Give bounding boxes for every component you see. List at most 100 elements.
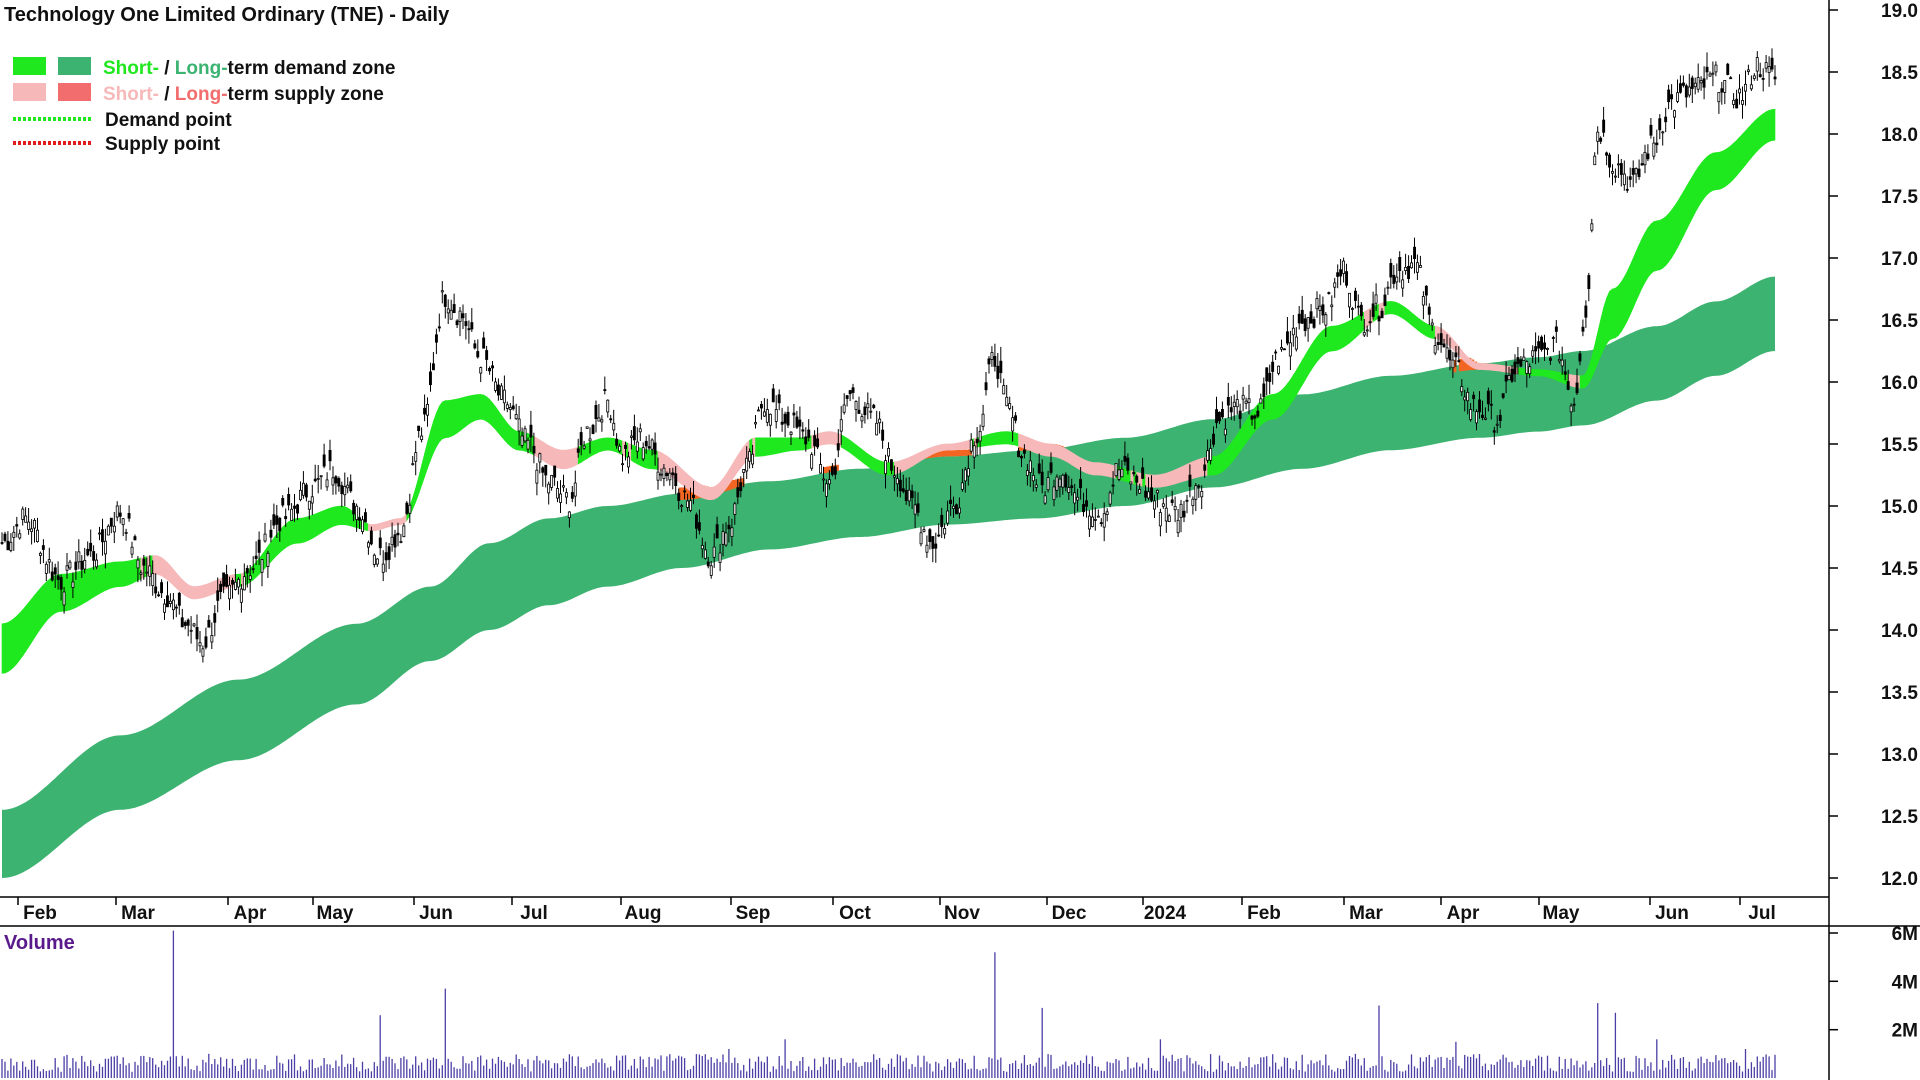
short-term-band-segment [179, 575, 183, 595]
short-term-band-segment [793, 437, 798, 451]
short-term-band-segment [1, 623, 6, 674]
candle-body [494, 381, 497, 391]
short-term-band-segment [1328, 325, 1333, 352]
candle-body [1167, 515, 1171, 522]
short-term-band-segment [1742, 130, 1746, 170]
candle-body [1761, 78, 1765, 80]
candle-body [366, 542, 370, 548]
short-term-band-segment [1038, 441, 1043, 456]
volume-bars [1, 930, 1776, 1078]
y-tick-label: 13.0 [1881, 745, 1918, 766]
candle-body [810, 454, 814, 469]
short-term-band-segment [1544, 369, 1548, 378]
candle-body [1135, 475, 1139, 483]
candle-body [760, 403, 763, 409]
candle-body [1711, 72, 1715, 75]
candle-body [1661, 131, 1665, 134]
candle-body [12, 531, 16, 538]
short-term-band-segment [1771, 108, 1776, 141]
x-tick-label: 2024 [1144, 903, 1187, 924]
short-term-band-segment [7, 620, 12, 673]
candle-body [1014, 415, 1017, 421]
candle-body [204, 636, 208, 648]
supply-overlap-segment [950, 450, 955, 457]
short-term-band-segment [959, 441, 963, 450]
candle-body [1091, 516, 1094, 528]
short-term-band-segment [1228, 442, 1232, 468]
candle-body [1596, 131, 1600, 142]
short-term-band-segment [453, 398, 458, 436]
candle-body [630, 435, 633, 438]
candle-body [1356, 305, 1360, 308]
volume-tick-label: 2M [1892, 1021, 1918, 1042]
short-term-band-segment [489, 398, 493, 427]
candle-body [384, 552, 388, 561]
candle-body [1439, 333, 1443, 346]
short-term-band-segment [1541, 369, 1545, 377]
candle-body [1628, 176, 1632, 180]
candle-body [624, 444, 627, 449]
candle-body [662, 467, 666, 479]
candle-body [538, 453, 542, 463]
candle-body [627, 456, 630, 468]
candle-body [1085, 500, 1088, 507]
short-term-band-segment [326, 507, 331, 530]
candle-body [1436, 341, 1440, 345]
short-term-band-segment [495, 405, 499, 434]
short-term-band-segment [764, 437, 768, 457]
candle-body [3, 533, 7, 541]
supply-overlap-segment [731, 480, 736, 489]
candle-body [1407, 265, 1410, 279]
candle-body [828, 479, 831, 485]
candle-body [1732, 99, 1736, 105]
candle-body [1377, 316, 1381, 322]
candle-body [934, 543, 938, 549]
short-term-band-segment [90, 566, 94, 600]
candle-body [1277, 365, 1280, 374]
candle-body [33, 520, 36, 529]
supply-overlap-segment [687, 487, 692, 500]
candle-body [890, 459, 893, 471]
candle-body [825, 483, 828, 497]
candle-body [955, 504, 958, 515]
candle-body [340, 485, 344, 495]
candle-body [1557, 358, 1561, 362]
x-tick-label: Jun [419, 903, 453, 924]
candle-body [1554, 326, 1558, 332]
candle-body [281, 497, 285, 506]
short-term-band-segment [775, 437, 780, 454]
short-term-band-segment [761, 437, 765, 457]
volume-tick-label: 6M [1892, 924, 1918, 945]
candle-body [405, 502, 409, 514]
candle-body [1755, 57, 1759, 72]
candle-body [1670, 94, 1673, 100]
supply-overlap-segment [1464, 358, 1469, 371]
candle-body [1268, 372, 1272, 382]
short-term-band-segment [184, 581, 189, 598]
candle-body [1256, 410, 1260, 417]
short-term-band-segment [1745, 126, 1749, 166]
candle-body [1540, 336, 1543, 350]
candle-body [594, 404, 598, 419]
candle-body [1664, 116, 1668, 123]
legend-demand-sep: / [159, 58, 175, 79]
candle-body [1587, 275, 1591, 290]
candle-body [1280, 347, 1283, 350]
supply-overlap-segment [826, 466, 830, 473]
short-term-band-segment [442, 400, 446, 440]
short-term-band-segment [1499, 364, 1504, 373]
candle-body [1191, 498, 1195, 507]
candle-body [1244, 400, 1248, 404]
short-term-band-segment [1195, 458, 1200, 479]
candle-body [1040, 471, 1044, 486]
short-term-band-segment [116, 561, 121, 588]
candle-body [1170, 499, 1174, 503]
candle-body [1129, 481, 1133, 485]
candle-body [582, 445, 586, 449]
y-tick-label: 17.5 [1881, 187, 1918, 208]
short-term-band-segment [1402, 305, 1406, 321]
y-tick-label: 16.5 [1881, 311, 1918, 332]
short-term-band-segment [341, 505, 346, 526]
y-tick-label: 18.0 [1881, 125, 1918, 146]
candle-body [331, 477, 335, 486]
